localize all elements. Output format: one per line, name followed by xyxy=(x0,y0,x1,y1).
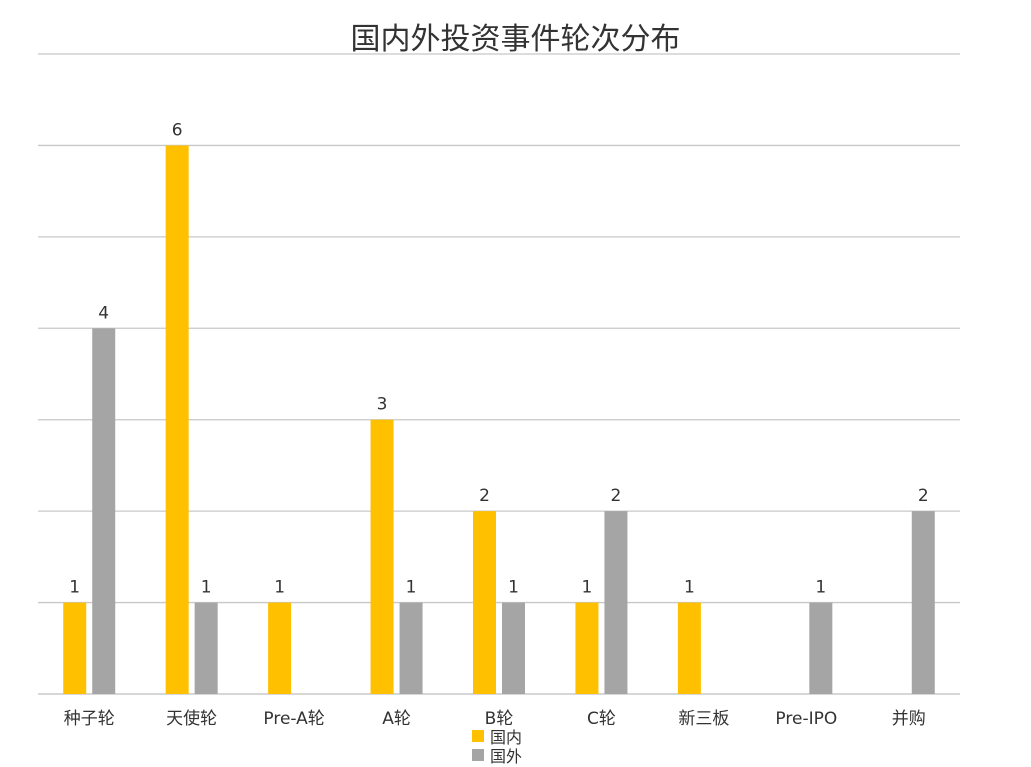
bar-domestic xyxy=(370,419,394,694)
x-tick-label: 新三板 xyxy=(678,709,729,729)
legend-label-domestic: 国内 xyxy=(490,727,523,747)
x-tick-label: A轮 xyxy=(382,709,411,729)
bar-foreign xyxy=(194,602,218,694)
legend-swatch-domestic xyxy=(472,729,484,742)
bar-domestic xyxy=(473,511,496,694)
legend-item-domestic: 国内 xyxy=(472,726,523,747)
x-tick-label: 种子轮 xyxy=(64,709,115,729)
data-label: 4 xyxy=(98,303,109,323)
data-label: 1 xyxy=(69,578,80,598)
data-label: 1 xyxy=(582,578,593,598)
bar-foreign xyxy=(809,602,833,694)
data-label: 3 xyxy=(377,395,388,415)
x-tick-label: Pre-IPO xyxy=(775,709,837,729)
x-tick-label: C轮 xyxy=(587,709,616,729)
data-label: 1 xyxy=(406,578,417,598)
x-tick-label: 天使轮 xyxy=(166,708,217,729)
data-label: 6 xyxy=(172,120,183,140)
x-tick-label: Pre-A轮 xyxy=(263,709,324,729)
bar-domestic xyxy=(63,602,87,694)
data-label: 1 xyxy=(684,578,695,598)
legend: 国内 国外 xyxy=(472,726,523,766)
bar-domestic xyxy=(268,602,292,694)
data-label: 2 xyxy=(611,486,622,506)
data-label: 1 xyxy=(274,578,285,598)
data-label: 2 xyxy=(479,486,490,506)
data-label: 1 xyxy=(508,578,519,598)
bar-foreign xyxy=(911,511,935,694)
legend-item-foreign: 国外 xyxy=(472,745,523,766)
x-tick-label: B轮 xyxy=(485,709,514,729)
chart-title: 国内外投资事件轮次分布 xyxy=(350,22,681,57)
data-label: 2 xyxy=(918,486,929,506)
legend-swatch-foreign xyxy=(472,748,484,761)
bar-domestic xyxy=(677,602,701,694)
bar-foreign xyxy=(502,602,525,694)
data-label: 1 xyxy=(201,578,212,598)
bar-domestic xyxy=(165,145,189,694)
x-tick-label: 并购 xyxy=(892,709,926,729)
bar-foreign xyxy=(399,602,423,694)
data-label: 1 xyxy=(815,578,826,598)
bar-foreign xyxy=(92,328,116,694)
bar-foreign xyxy=(604,511,628,694)
bar-domestic xyxy=(575,602,599,694)
legend-label-foreign: 国外 xyxy=(490,746,523,766)
